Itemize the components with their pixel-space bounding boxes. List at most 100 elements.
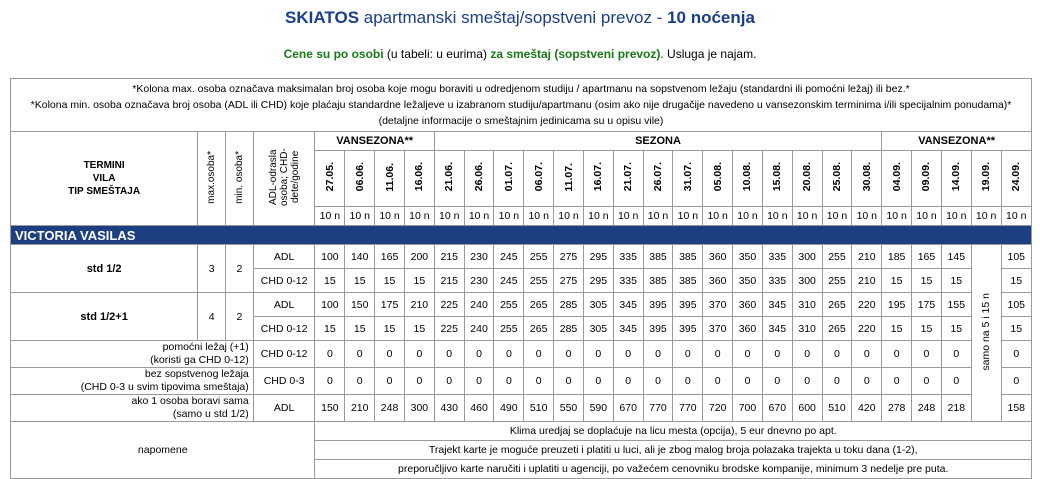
nights-label: 10 n [612, 206, 644, 226]
price-cell: 0 [911, 367, 942, 395]
max-persons: 3 [197, 244, 226, 293]
date-header: 30.08. [851, 150, 883, 207]
date-header: 20.08. [791, 150, 823, 207]
price-cell: 0 [523, 367, 555, 395]
nights-label: 10 n [463, 206, 495, 226]
person-type: CHD 0-3 [252, 367, 316, 395]
person-type: ADL [252, 244, 316, 269]
price-cell: 370 [702, 292, 734, 317]
header-termini: TERMINI VILA TIP SMEŠTAJA [9, 131, 199, 226]
price-cell: 670 [761, 394, 793, 422]
date-header: 10.08. [732, 150, 763, 207]
price-cell: 0 [940, 367, 972, 395]
price-cell: 0 [702, 367, 734, 395]
nights-label: 10 n [493, 206, 525, 226]
samo-note-text: samo na 5 i 15 n [980, 292, 993, 371]
price-cell: 255 [493, 316, 525, 341]
price-cell: 158 [1000, 394, 1033, 422]
price-cell: 0 [821, 340, 853, 368]
price-cell: 0 [851, 340, 883, 368]
date-header: 06.07. [523, 150, 555, 207]
price-cell: 15 [344, 268, 376, 293]
price-cell: 0 [732, 367, 763, 395]
price-cell: 0 [433, 367, 465, 395]
date-label: 01.07. [502, 162, 515, 192]
napomene-line: Trajekt karte je moguće preuzeti i plati… [314, 440, 1032, 460]
date-label: 10.08. [741, 162, 754, 192]
price-cell: 0 [493, 340, 525, 368]
person-type: CHD 0-12 [252, 316, 316, 341]
date-label: 14.09. [950, 162, 963, 192]
price-cell: 0 [314, 367, 346, 395]
date-header: 15.08. [761, 150, 793, 207]
price-cell: 0 [403, 340, 435, 368]
page-subtitle: Cene su po osobi (u tabeli: u eurima) za… [283, 47, 757, 61]
extra-label-line: (CHD 0-3 u svim tipovima smeštaja) [80, 381, 249, 393]
extra-label-line: pomoćni ležaj (+1) [162, 341, 249, 354]
date-label: 06.07. [532, 162, 545, 192]
napomene-line: Klima uredjaj se doplaćuje na licu mesta… [314, 421, 1032, 441]
price-cell: 15 [374, 268, 405, 293]
price-cell: 240 [463, 316, 495, 341]
price-cell: 15 [911, 316, 942, 341]
price-cell: 0 [612, 340, 644, 368]
date-header: 19.09. [970, 150, 1002, 207]
note-line: (detaljne informacije o smeštajnim jedin… [378, 115, 664, 127]
price-cell: 295 [582, 268, 614, 293]
date-label: 11.07. [562, 162, 575, 192]
price-cell: 185 [881, 244, 913, 269]
extra-label-line: ako 1 osoba boravi sama [131, 395, 249, 408]
price-cell: 285 [553, 292, 584, 317]
price-cell: 600 [791, 394, 823, 422]
price-cell: 218 [940, 394, 972, 422]
price-cell: 0 [582, 367, 614, 395]
date-label: 30.08. [860, 162, 873, 192]
nights-label: 10 n [761, 206, 793, 226]
date-header: 21.07. [612, 150, 644, 207]
date-header: 11.06. [374, 150, 405, 207]
header-age: ADL-odrasla osoba; CHD-dete/godine [252, 131, 316, 226]
price-cell: 278 [881, 394, 913, 422]
notes-cell: *Kolona max. osoba označava maksimalan b… [10, 78, 1032, 132]
date-header: 14.09. [940, 150, 972, 207]
room-type: std 1/2 [9, 244, 199, 293]
nights-label: 10 n [940, 206, 972, 226]
price-cell: 0 [582, 340, 614, 368]
extra-label-line: (samo u std 1/2) [172, 408, 249, 420]
nights-label: 10 n [911, 206, 942, 226]
table-row: ako 1 osoba boravi sama (samo u std 1/2) A… [10, 394, 1033, 422]
price-cell: 360 [702, 244, 734, 269]
extra-label: pomoćni ležaj (+1) (koristi ga CHD 0-12) [10, 340, 254, 368]
price-cell: 300 [791, 268, 823, 293]
date-label: 06.06. [353, 162, 366, 192]
price-cell: 510 [821, 394, 853, 422]
price-cell: 15 [881, 316, 913, 341]
date-label: 21.06. [443, 162, 456, 192]
date-label: 24.09. [1010, 162, 1023, 192]
price-cell: 350 [732, 268, 763, 293]
person-type: CHD 0-12 [252, 268, 316, 293]
price-cell: 335 [612, 268, 644, 293]
table-row: std 1/2 3 2 ADL 100 140 165 200 215 230 245 255 275 2… [9, 244, 1033, 422]
table-row: std 1/2+1 4 2 ADL 100 150 175 210 225 240 255 265 28… [9, 292, 1033, 341]
date-label: 21.07. [622, 162, 635, 192]
price-cell: 0 [791, 367, 823, 395]
date-label: 27.05. [323, 162, 336, 192]
price-cell: 15 [940, 316, 972, 341]
nights-label: 10 n [821, 206, 853, 226]
price-cell: 770 [642, 394, 674, 422]
nights-label: 10 n [702, 206, 734, 226]
price-cell: 0 [344, 367, 376, 395]
price-cell: 215 [433, 268, 465, 293]
price-cell: 0 [344, 340, 376, 368]
price-cell: 220 [851, 316, 883, 341]
price-cell: 0 [463, 340, 495, 368]
price-cell: 370 [702, 316, 734, 341]
price-cell: 0 [1000, 367, 1033, 395]
price-cell: 510 [523, 394, 555, 422]
price-cell: 255 [523, 244, 555, 269]
nights-label: 10 n [403, 206, 435, 226]
nights-label: 10 n [553, 206, 584, 226]
price-cell: 248 [911, 394, 942, 422]
room-type: std 1/2+1 [9, 292, 199, 341]
